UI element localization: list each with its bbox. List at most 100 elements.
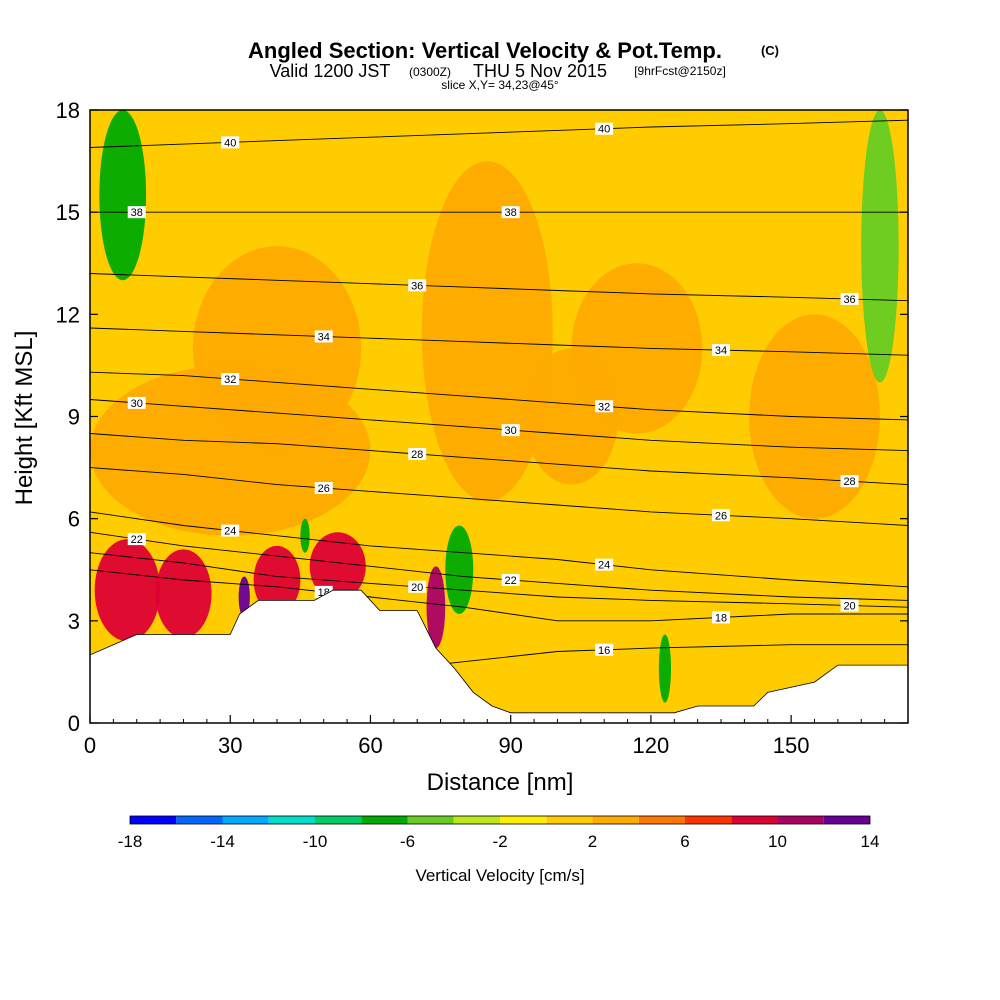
colorbar-label: Vertical Velocity [cm/s] xyxy=(415,866,584,885)
contour-label-box xyxy=(595,558,614,571)
contour-label-box xyxy=(314,330,333,343)
contour-label: 20 xyxy=(843,601,855,613)
theta-contour xyxy=(90,327,908,356)
terrain-fill xyxy=(90,589,908,723)
contour-label: 28 xyxy=(843,476,855,488)
velocity-region xyxy=(658,634,672,703)
chart-title: Angled Section: Vertical Velocity & Pot.… xyxy=(248,38,722,63)
velocity-region xyxy=(426,566,446,649)
velocity-region xyxy=(524,348,619,485)
velocity-regions xyxy=(90,110,899,703)
x-tick-label: 0 xyxy=(84,733,96,758)
colorbar-swatch xyxy=(130,816,177,824)
contour-label: 36 xyxy=(843,294,855,306)
contour-label: 38 xyxy=(131,207,143,219)
colorbar-swatch xyxy=(268,816,315,824)
contour-label-box xyxy=(314,482,333,495)
x-tick-label: 150 xyxy=(773,733,810,758)
velocity-region xyxy=(421,161,553,502)
contour-label-box xyxy=(127,396,146,409)
colorbar-swatch xyxy=(777,816,824,824)
contour-label: 34 xyxy=(318,331,330,343)
contour-label: 32 xyxy=(598,401,610,413)
contour-label-box xyxy=(408,447,427,460)
colorbar-swatch xyxy=(546,816,593,824)
contour-label: 30 xyxy=(131,398,143,410)
velocity-region xyxy=(238,576,250,618)
contour-label: 32 xyxy=(224,374,236,386)
contour-label: 22 xyxy=(505,575,517,587)
colorbar-tick-label: -18 xyxy=(118,832,143,851)
contour-label: 30 xyxy=(505,425,517,437)
contour-label-box xyxy=(595,400,614,413)
contour-label-box xyxy=(221,373,240,386)
contour-label-box xyxy=(221,136,240,149)
contour-label-box xyxy=(127,206,146,219)
colorbar-tick-label: -6 xyxy=(400,832,415,851)
velocity-region xyxy=(749,314,880,519)
contour-label-box xyxy=(408,580,427,593)
x-tick-label: 90 xyxy=(498,733,522,758)
theta-contour xyxy=(90,399,908,452)
theta-contour xyxy=(90,531,908,601)
contour-label-box xyxy=(221,524,240,537)
x-tick-label: 60 xyxy=(358,733,382,758)
theta-contours: 1616181820202222242426262828303032323434… xyxy=(90,119,908,687)
colorbar-swatch xyxy=(315,816,362,824)
contour-label: 24 xyxy=(598,560,610,572)
y-tick-label: 15 xyxy=(56,200,80,225)
colorbar-swatch xyxy=(361,816,408,824)
colorbar-swatch xyxy=(731,816,778,824)
theta-contour xyxy=(90,371,908,421)
velocity-region xyxy=(99,110,147,281)
contour-label: 40 xyxy=(598,124,610,136)
contour-label-box xyxy=(840,475,859,488)
contour-label: 40 xyxy=(224,137,236,149)
colorbar-swatch xyxy=(592,816,639,824)
x-tick-label: 30 xyxy=(218,733,242,758)
colorbar-swatch xyxy=(823,816,870,824)
velocity-region xyxy=(90,365,371,536)
contour-label-box xyxy=(408,279,427,292)
colorbar-tick-label: -2 xyxy=(492,832,507,851)
contour-label-box xyxy=(595,643,614,656)
colorbar-swatch xyxy=(176,816,223,824)
velocity-region xyxy=(300,518,310,553)
y-tick-label: 9 xyxy=(68,405,80,430)
contour-label-box xyxy=(840,293,859,306)
valid-date: THU 5 Nov 2015 xyxy=(473,61,607,81)
contour-label: 26 xyxy=(715,510,727,522)
contour-label: 22 xyxy=(131,534,143,546)
y-tick-label: 12 xyxy=(56,302,80,327)
velocity-region xyxy=(155,549,212,638)
colorbar-tick-label: -14 xyxy=(210,832,235,851)
theta-contour xyxy=(90,569,908,622)
contour-label-box xyxy=(127,533,146,546)
contour-label: 28 xyxy=(411,449,423,461)
y-tick-label: 3 xyxy=(68,609,80,634)
theta-contour xyxy=(90,467,908,526)
colorbar-frame xyxy=(129,815,871,825)
theta-contour xyxy=(90,273,908,302)
velocity-region xyxy=(445,525,474,615)
chart-title-units: (C) xyxy=(761,43,779,58)
contour-label-box xyxy=(712,611,731,624)
valid-time: Valid 1200 JST xyxy=(270,61,391,81)
contour-label: 24 xyxy=(224,526,236,538)
contour-label-box xyxy=(501,206,520,219)
terrain xyxy=(90,589,908,723)
contour-label: 36 xyxy=(411,280,423,292)
contour-label-box xyxy=(712,509,731,522)
y-tick-label: 18 xyxy=(56,98,80,123)
velocity-region xyxy=(253,545,301,615)
velocity-region xyxy=(309,532,366,601)
y-tick-label: 6 xyxy=(68,507,80,532)
theta-contour xyxy=(90,511,908,588)
valid-utc: (0300Z) xyxy=(409,65,451,79)
x-axis-label: Distance [nm] xyxy=(427,769,574,796)
colorbar-tick-label: 14 xyxy=(861,832,880,851)
contour-label-box xyxy=(501,573,520,586)
colorbar-swatch xyxy=(500,816,547,824)
y-tick-label: 0 xyxy=(68,711,80,736)
